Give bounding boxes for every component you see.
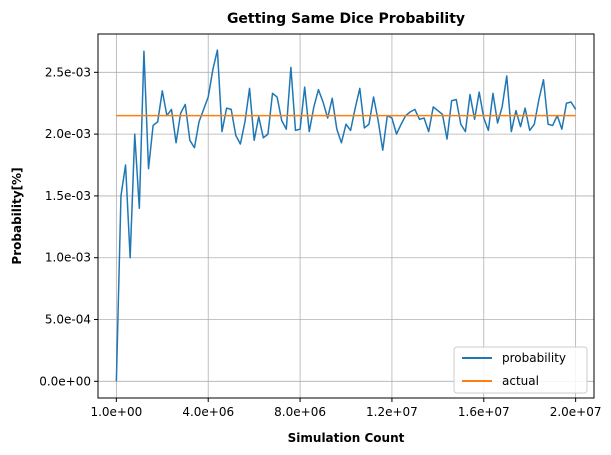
series-line-probability — [115, 49, 577, 382]
x-axis-label: Simulation Count — [288, 431, 405, 445]
grid-layer — [98, 34, 594, 398]
y-tick-label: 2.5e-03 — [45, 65, 91, 79]
x-tick-label: 1.0e+00 — [90, 405, 142, 419]
legend-label-actual: actual — [502, 374, 539, 388]
plot-frame — [97, 33, 595, 399]
x-tick-label: 2.0e+07 — [550, 405, 602, 419]
x-tick-label: 8.0e+06 — [274, 405, 326, 419]
chart-title: Getting Same Dice Probability — [227, 11, 465, 27]
series-layer — [115, 49, 577, 382]
legend-label-probability: probability — [502, 351, 566, 365]
axis-layer: 1.0e+00 4.0e+06 8.0e+06 1.2e+07 1.6e+07 2.0e+… — [39, 65, 601, 419]
y-tick-label: 0.0e+00 — [39, 374, 91, 388]
x-tick-label: 4.0e+06 — [182, 405, 234, 419]
legend: probability actual — [453, 346, 588, 394]
y-tick-label: 1.5e-03 — [45, 189, 91, 203]
y-tick-label: 1.0e-03 — [45, 251, 91, 265]
y-tick-label: 5.0e-04 — [45, 313, 91, 327]
x-tick-label: 1.2e+07 — [366, 405, 418, 419]
y-tick-label: 2.0e-03 — [45, 127, 91, 141]
y-axis-label: Probability[%] — [10, 167, 24, 264]
x-tick-label: 1.6e+07 — [458, 405, 510, 419]
